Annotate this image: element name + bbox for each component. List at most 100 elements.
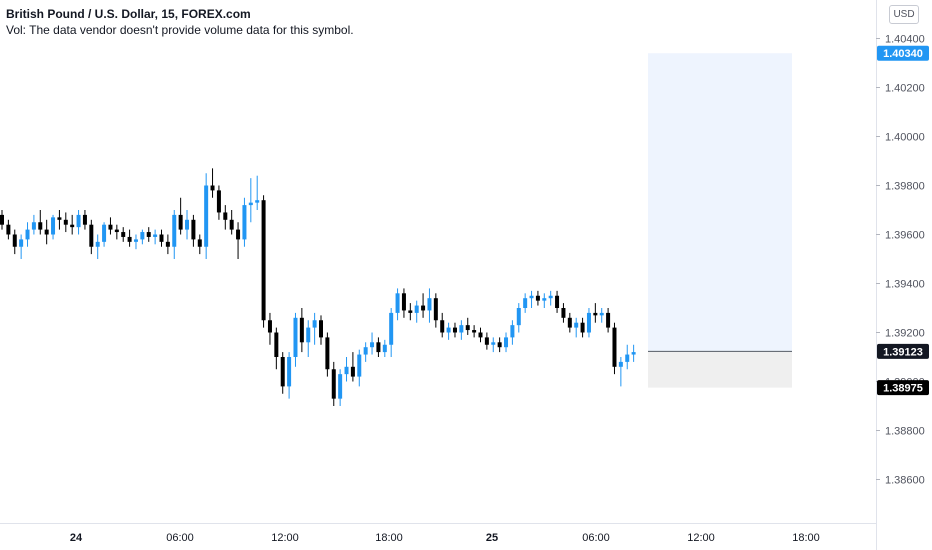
candle-body [216,190,221,213]
candle-body [76,214,81,228]
candle-body [204,185,209,247]
target-price-tag-label: 1.40340 [883,48,923,60]
currency-button[interactable]: USD [889,5,919,24]
x-tick-label: 12:00 [271,532,299,544]
candle [19,234,24,259]
candle [433,293,438,328]
candle-body [421,305,426,311]
candle-body [261,200,266,321]
candle-body [370,342,375,348]
candle [44,219,49,245]
candle-body [197,239,202,247]
candle [146,227,151,242]
candle-body [510,325,515,338]
candle [229,210,234,235]
candle-body [159,234,164,242]
candle-body [631,352,636,355]
candle-body [236,229,241,240]
candle [561,303,566,323]
candle-body [280,357,285,387]
candle-body [625,354,630,362]
candle-body [70,224,75,228]
candle [197,234,202,255]
candle [255,175,260,210]
candle-body [376,342,381,353]
candle-body [446,327,451,333]
candle-body [127,236,132,242]
candle-body [574,322,579,328]
candle-body [465,325,470,331]
candle [102,222,107,247]
candle [331,361,336,406]
x-tick-label: 18:00 [792,532,820,544]
candle [389,308,394,357]
candle-body [484,337,489,345]
candle [446,322,451,340]
position-zones [648,53,792,388]
candle-body [25,229,30,240]
candle [542,293,547,308]
stop-zone [648,351,792,388]
candle-body [319,320,323,338]
candle [31,214,36,235]
candle [370,332,375,355]
candle-body [427,298,432,311]
candle-body [306,327,311,343]
candle [574,317,579,338]
y-tick-label: 1.39600 [885,230,925,242]
candle-body [178,214,183,230]
x-tick-label: 12:00 [687,532,715,544]
candle [401,288,406,318]
candle [306,320,311,357]
candle [0,210,4,230]
candle [325,332,330,377]
candle [153,229,158,245]
candle-body [274,332,279,357]
candle-body [12,234,17,247]
symbol-title[interactable]: British Pound / U.S. Dollar, 15, FOREX.c… [6,7,251,21]
candle [548,290,553,306]
candle [363,342,368,362]
volume-note: Vol: The data vendor doesn't provide vol… [6,23,354,37]
candle [555,290,560,313]
candle [89,219,94,255]
candle [408,303,413,321]
candle-body [478,332,483,338]
candle [376,337,381,357]
time-axis[interactable]: 24 06:00 12:00 18:00 25 06:00 12:00 18:00 [70,532,820,544]
candle [82,210,87,230]
candle [6,219,11,240]
candle-body [504,337,509,348]
candle [63,212,68,233]
candle-body [0,214,4,225]
candle [535,290,540,306]
candle [606,308,611,333]
candle-body [19,239,24,247]
candle [70,214,75,235]
candle-body [44,229,49,235]
candle [274,327,279,370]
candle-body [331,369,336,399]
candle [599,308,604,323]
candle-body [344,366,349,375]
candle-body [185,219,190,230]
candle [185,210,190,240]
candle [51,214,56,240]
y-tick-label: 1.39200 [885,328,925,340]
y-tick-label: 1.38800 [885,426,925,438]
candle [478,327,483,343]
candle [280,352,285,394]
candle-body [440,320,445,333]
candle-body [599,312,604,316]
candle [580,317,585,338]
price-axis[interactable]: 1.40400 1.40200 1.40000 1.39800 1.39600 1.394… [876,34,925,487]
candle-body [363,347,368,355]
candle [127,229,132,247]
candle [586,308,591,338]
candle-body [567,317,572,328]
candle-body [529,295,534,299]
candle [12,229,17,255]
candle-body [6,224,11,235]
candle-body [223,212,228,220]
